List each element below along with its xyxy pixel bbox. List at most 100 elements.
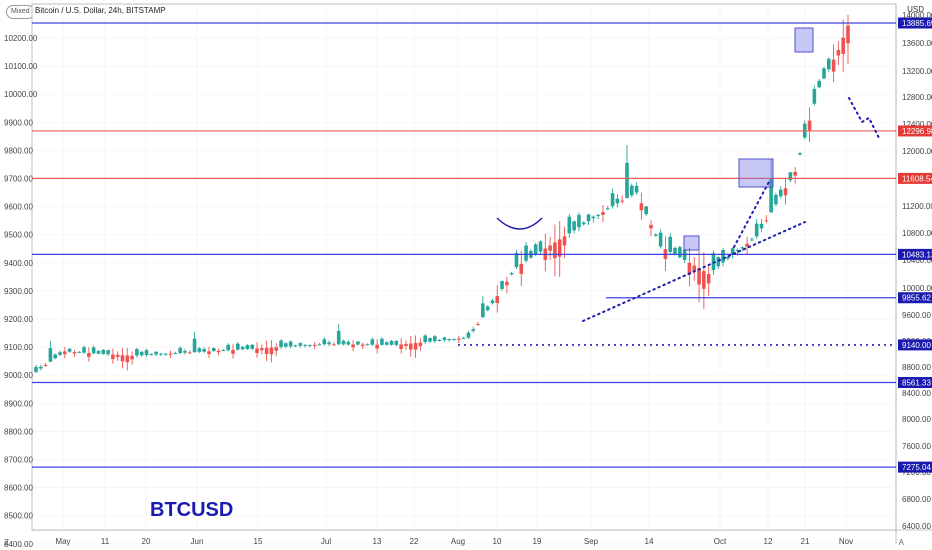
- candle-body[interactable]: [644, 206, 648, 214]
- candle-body[interactable]: [495, 296, 499, 303]
- candle-body[interactable]: [313, 345, 317, 346]
- candle-body[interactable]: [534, 244, 538, 254]
- candle-body[interactable]: [678, 247, 682, 257]
- candle-body[interactable]: [121, 355, 125, 361]
- candle-body[interactable]: [443, 337, 447, 340]
- candle-body[interactable]: [716, 257, 720, 266]
- candle-body[interactable]: [34, 367, 38, 372]
- candle-body[interactable]: [659, 233, 663, 247]
- candle-body[interactable]: [44, 365, 48, 366]
- candle-body[interactable]: [241, 347, 245, 350]
- candle-body[interactable]: [692, 266, 696, 271]
- candle-body[interactable]: [438, 340, 442, 341]
- candle-body[interactable]: [270, 348, 274, 355]
- candle-body[interactable]: [524, 246, 528, 261]
- candle-body[interactable]: [707, 274, 711, 283]
- candle-body[interactable]: [188, 352, 192, 353]
- candle-body[interactable]: [491, 300, 495, 303]
- candle-body[interactable]: [366, 344, 370, 345]
- candle-body[interactable]: [592, 217, 596, 218]
- candle-body[interactable]: [457, 339, 461, 340]
- candle-body[interactable]: [375, 345, 379, 349]
- candle-body[interactable]: [303, 345, 307, 346]
- candle-body[interactable]: [500, 281, 504, 289]
- candle-body[interactable]: [414, 343, 418, 350]
- candle-body[interactable]: [385, 342, 389, 345]
- candle-body[interactable]: [635, 186, 639, 193]
- candle-body[interactable]: [789, 172, 793, 180]
- candle-body[interactable]: [308, 345, 312, 346]
- candle-body[interactable]: [841, 38, 845, 54]
- candle-body[interactable]: [404, 344, 408, 346]
- candle-body[interactable]: [620, 201, 624, 202]
- candle-body[interactable]: [793, 172, 797, 176]
- candle-body[interactable]: [318, 344, 322, 345]
- candle-body[interactable]: [294, 345, 298, 346]
- candle-body[interactable]: [125, 356, 129, 363]
- candle-body[interactable]: [765, 220, 769, 221]
- candle-body[interactable]: [174, 353, 178, 354]
- candle-body[interactable]: [164, 354, 168, 355]
- candle-body[interactable]: [822, 68, 826, 78]
- candle-body[interactable]: [116, 355, 120, 357]
- candle-body[interactable]: [471, 329, 475, 331]
- candle-body[interactable]: [481, 303, 485, 317]
- candle-body[interactable]: [130, 356, 134, 360]
- candle-body[interactable]: [837, 50, 841, 55]
- candle-body[interactable]: [106, 350, 110, 354]
- candle-body[interactable]: [284, 343, 288, 346]
- candle-body[interactable]: [760, 224, 764, 229]
- candle-body[interactable]: [73, 352, 77, 353]
- candle-body[interactable]: [135, 349, 139, 355]
- candle-body[interactable]: [510, 273, 514, 274]
- candle-body[interactable]: [39, 367, 43, 369]
- candle-body[interactable]: [226, 345, 230, 350]
- highlight-box[interactable]: [684, 236, 699, 250]
- candle-body[interactable]: [140, 352, 144, 355]
- candle-body[interactable]: [274, 347, 278, 351]
- candle-body[interactable]: [553, 242, 557, 258]
- candle-body[interactable]: [630, 186, 634, 195]
- candle-body[interactable]: [654, 234, 658, 235]
- candle-body[interactable]: [327, 343, 331, 345]
- candle-body[interactable]: [726, 257, 730, 259]
- candle-body[interactable]: [351, 345, 355, 348]
- candle-body[interactable]: [399, 344, 403, 349]
- candle-body[interactable]: [250, 345, 254, 349]
- candle-body[interactable]: [87, 353, 91, 357]
- candle-body[interactable]: [183, 351, 187, 353]
- candle-body[interactable]: [332, 344, 336, 345]
- candle-body[interactable]: [53, 355, 57, 359]
- candle-body[interactable]: [649, 225, 653, 228]
- candle-body[interactable]: [668, 237, 672, 252]
- candle-body[interactable]: [519, 264, 523, 274]
- candle-body[interactable]: [63, 351, 67, 354]
- candle-body[interactable]: [467, 333, 471, 338]
- candle-body[interactable]: [539, 241, 543, 251]
- candle-body[interactable]: [515, 253, 519, 267]
- candle-body[interactable]: [452, 339, 456, 340]
- candle-body[interactable]: [279, 341, 283, 347]
- candle-body[interactable]: [361, 345, 365, 346]
- candle-body[interactable]: [832, 60, 836, 72]
- candle-body[interactable]: [380, 339, 384, 345]
- candle-body[interactable]: [322, 339, 326, 344]
- candle-body[interactable]: [428, 338, 432, 341]
- candle-body[interactable]: [371, 339, 375, 344]
- candle-body[interactable]: [409, 343, 413, 349]
- candle-body[interactable]: [342, 341, 346, 345]
- candle-body[interactable]: [82, 347, 86, 352]
- candle-body[interactable]: [625, 163, 629, 198]
- candle-body[interactable]: [568, 217, 572, 234]
- candle-body[interactable]: [817, 81, 821, 87]
- candle-body[interactable]: [433, 336, 437, 341]
- candle-body[interactable]: [779, 190, 783, 197]
- candle-body[interactable]: [784, 188, 788, 195]
- candle-body[interactable]: [462, 338, 466, 339]
- candle-body[interactable]: [207, 351, 211, 354]
- candle-body[interactable]: [447, 339, 451, 340]
- candle-body[interactable]: [755, 224, 759, 237]
- candle-body[interactable]: [563, 236, 567, 245]
- candle-body[interactable]: [798, 153, 802, 154]
- candle-body[interactable]: [159, 354, 163, 355]
